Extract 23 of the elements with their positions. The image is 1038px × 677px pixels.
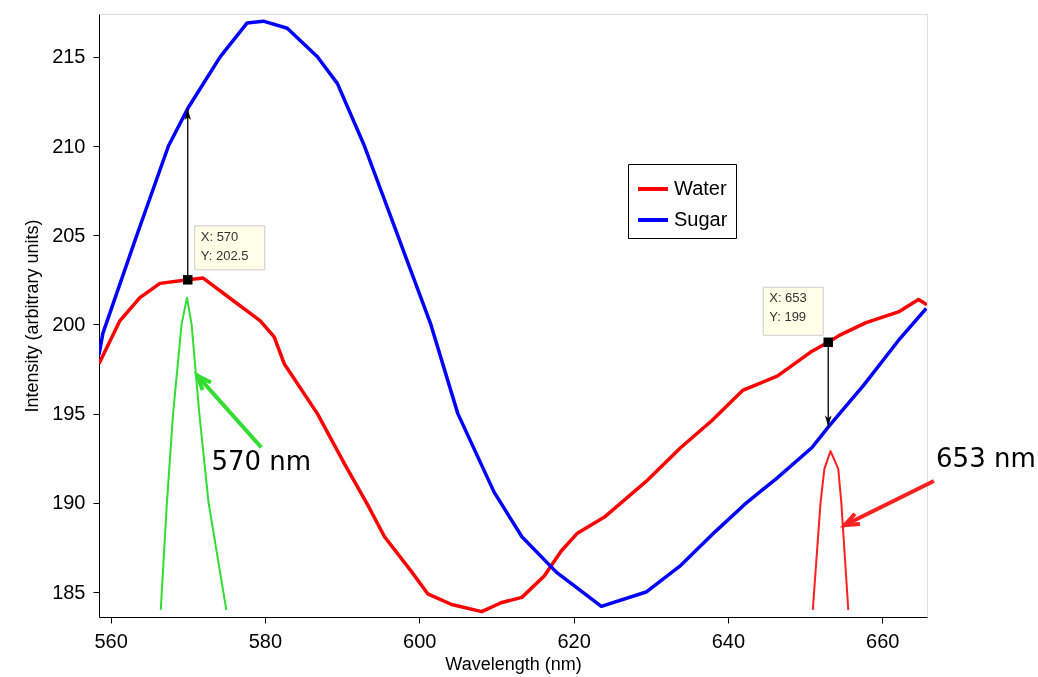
x-axis-title: Wavelength (nm) bbox=[445, 653, 582, 674]
x-tick-label: 640 bbox=[711, 629, 746, 652]
x-tick-label: 560 bbox=[94, 629, 128, 652]
y-axis-title: Intensity (arbitrary units) bbox=[22, 219, 43, 413]
y-tick-label: 185 bbox=[52, 580, 86, 603]
line-series bbox=[99, 275, 927, 614]
y-tick-label: 205 bbox=[52, 223, 86, 246]
annotation: X: 570 Y: 202.5 bbox=[200, 228, 249, 263]
y-tick-label: 190 bbox=[52, 491, 86, 514]
annotation: X: 653 Y: 199 bbox=[769, 290, 807, 325]
legend-label: Sugar bbox=[674, 208, 728, 230]
x-tick-label: 620 bbox=[557, 629, 591, 652]
y-tick-label: 215 bbox=[52, 45, 86, 68]
y-tick-label: 210 bbox=[52, 134, 86, 157]
y-tick-label: 195 bbox=[52, 402, 86, 425]
x-tick-label: 660 bbox=[866, 629, 900, 652]
x-tick-label: 600 bbox=[403, 629, 437, 652]
x-tick-label: 580 bbox=[248, 629, 283, 652]
annotation: 570 nm bbox=[211, 446, 312, 477]
line-series bbox=[99, 19, 927, 609]
legend-label: Water bbox=[674, 177, 727, 199]
y-tick-label: 200 bbox=[52, 312, 86, 335]
annotation: 653 nm bbox=[936, 443, 1036, 474]
